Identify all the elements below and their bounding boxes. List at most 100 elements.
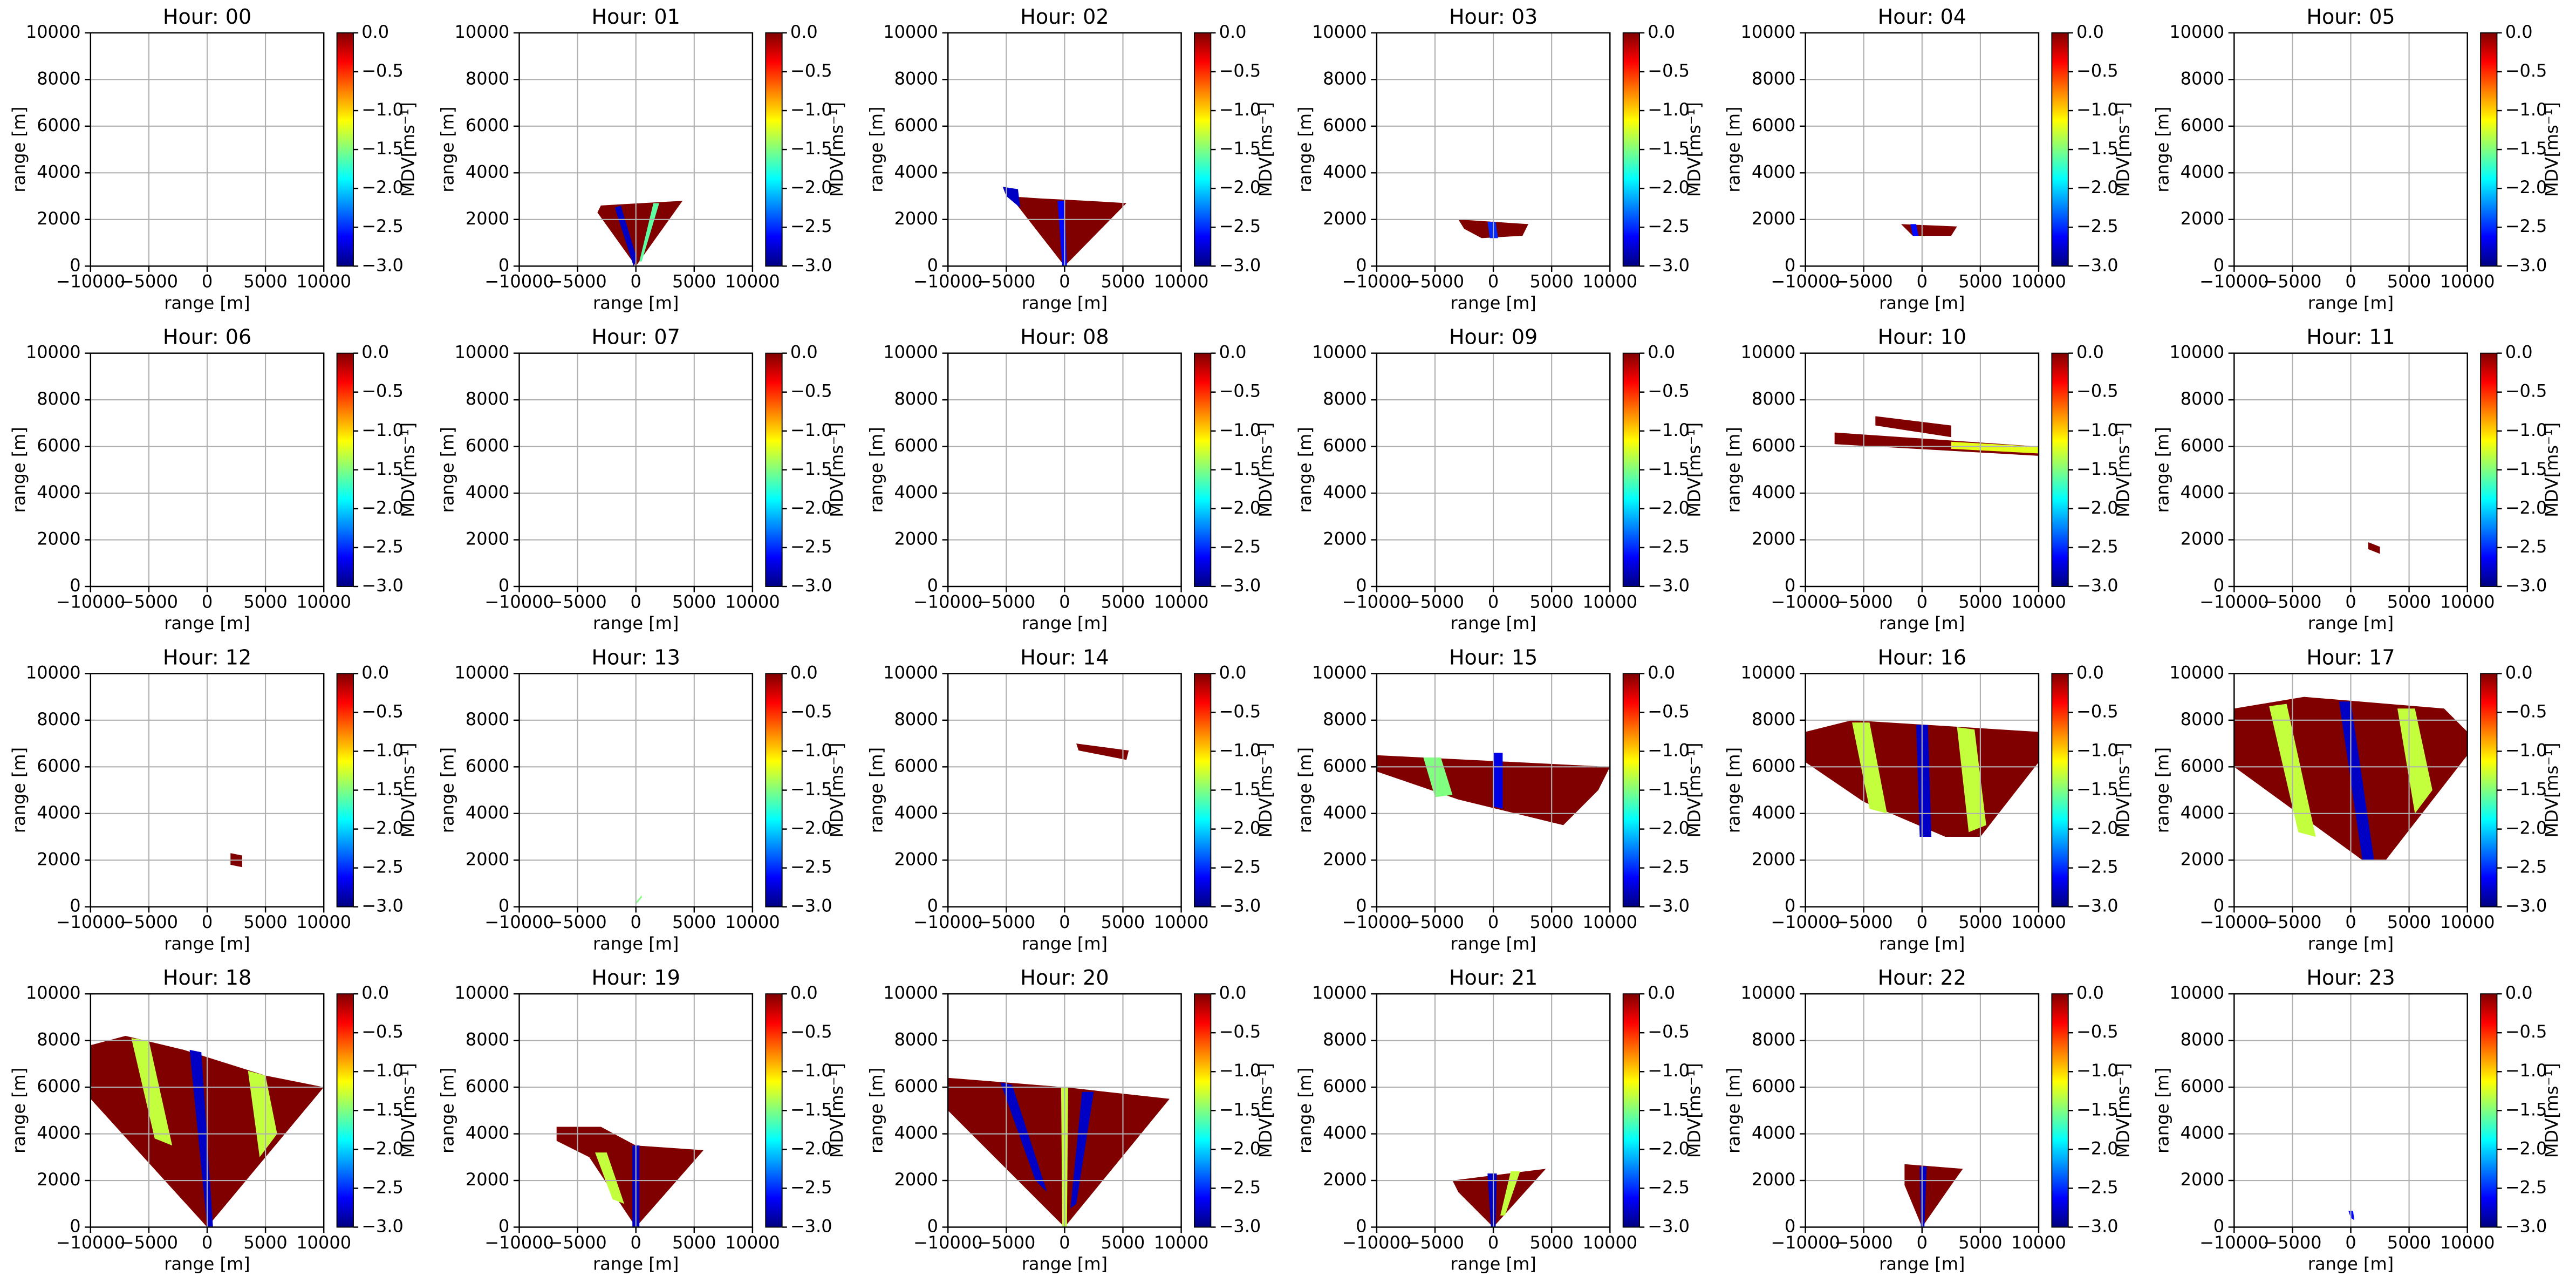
colorbar-tick-label: −3.0: [2505, 896, 2547, 916]
y-tick-label: 4000: [1323, 161, 1366, 182]
colorbar-tick-label: −2.0: [1219, 177, 1261, 197]
colorbar-tick-label: −2.0: [361, 818, 404, 838]
subplot: −10000−5000 0 5000 10000 0 2000 4000 6000 8000 10…: [1724, 5, 2134, 313]
x-tick-label: −10000: [484, 271, 554, 292]
y-tick-label: 4000: [1752, 1123, 1795, 1143]
y-tick-label: 6000: [37, 435, 80, 456]
colorbar: [765, 673, 783, 907]
subplot-title: Hour: 17: [2306, 645, 2395, 669]
y-tick-label: 8000: [466, 68, 509, 88]
colorbar: [2480, 32, 2498, 267]
subplot-title: Hour: 16: [1878, 645, 1966, 669]
colorbar-tick-label: −3.0: [1219, 896, 1261, 916]
colorbar-tick-label: −3.0: [361, 575, 404, 596]
x-tick-label: 0: [2345, 912, 2356, 932]
axes-frame: [2233, 352, 2468, 588]
x-tick-label: −10000: [1771, 271, 1840, 292]
colorbar-tick-label: −2.5: [1648, 857, 1690, 877]
y-axis-label: range [m]: [438, 747, 458, 833]
y-tick-label: 6000: [2181, 115, 2224, 135]
y-tick-label: 8000: [894, 709, 938, 729]
colorbar-tick-label: −1.5: [2076, 459, 2119, 479]
colorbar: [1622, 352, 1641, 587]
x-axis-label: range [m]: [164, 1254, 250, 1274]
axes-frame: [1376, 993, 1611, 1228]
colorbar-tick-label: −0.5: [790, 1021, 832, 1042]
y-tick-label: 6000: [894, 115, 938, 135]
y-tick-label: 4000: [894, 802, 938, 823]
colorbar-tick-label: −0.5: [1219, 60, 1261, 81]
y-tick-label: 0: [70, 1216, 80, 1236]
colorbar: [1194, 993, 1212, 1228]
y-tick-label: 2000: [2181, 208, 2224, 229]
x-axis-label: range [m]: [593, 613, 679, 633]
y-axis-label: range [m]: [1724, 106, 1744, 192]
y-tick-label: 0: [2213, 575, 2224, 596]
x-tick-label: 0: [202, 912, 213, 932]
colorbar-tick-label: −2.0: [1648, 818, 1690, 838]
data-patch: [1901, 224, 1957, 236]
y-tick-label: 8000: [466, 388, 509, 409]
subplot-title: Hour: 20: [1020, 966, 1109, 989]
colorbar-tick-label: −2.5: [1648, 216, 1690, 236]
x-tick-label: −10000: [1342, 1232, 1411, 1253]
y-tick-label: 2000: [1752, 1169, 1795, 1190]
colorbar-tick-label: −2.5: [1219, 857, 1261, 877]
colorbar-label: MDV[ms⁻¹]: [826, 102, 847, 197]
x-tick-label: 5000: [1530, 591, 1574, 612]
colorbar-tick-label: −1.0: [361, 1060, 404, 1081]
colorbar-tick-label: −3.0: [2505, 255, 2547, 275]
colorbar-tick-label: −2.0: [2076, 1138, 2119, 1158]
x-tick-label: 5000: [1101, 591, 1145, 612]
x-tick-label: −5000: [1835, 271, 1893, 292]
subplot: −10000−5000 0 5000 10000 0 2000 4000 6000 8000 10…: [9, 966, 419, 1274]
colorbar-label: MDV[ms⁻¹]: [826, 422, 847, 517]
colorbar-tick-label: −0.5: [1648, 60, 1690, 81]
colorbar: [2480, 352, 2498, 587]
y-tick-label: 2000: [1752, 208, 1795, 229]
data-patch: [1487, 222, 1498, 238]
colorbar-tick-label: −2.0: [790, 177, 832, 197]
colorbar-tick-label: −1.5: [361, 779, 404, 800]
x-axis-label: range [m]: [593, 292, 679, 313]
x-tick-label: 10000: [2440, 591, 2495, 612]
axes-frame: [2233, 32, 2468, 267]
y-tick-label: 2000: [894, 529, 938, 549]
y-tick-label: 2000: [37, 849, 80, 869]
y-tick-label: 8000: [1323, 709, 1366, 729]
y-tick-label: 8000: [466, 709, 509, 729]
colorbar-tick-label: −1.0: [2076, 99, 2119, 120]
subplot-title: Hour: 19: [592, 966, 680, 989]
x-tick-label: −10000: [1342, 591, 1411, 612]
x-tick-label: −10000: [1771, 1232, 1840, 1253]
axes-frame: [1805, 352, 2040, 588]
colorbar-tick-label: −0.5: [790, 701, 832, 721]
y-tick-label: 4000: [1752, 802, 1795, 823]
data-patch: [2348, 1211, 2354, 1220]
subplot: −10000−5000 0 5000 10000 0 2000 4000 6000 8000 10…: [866, 645, 1276, 953]
colorbar-tick-label: −3.0: [790, 255, 832, 275]
x-tick-label: −5000: [977, 271, 1035, 292]
data-patch: [131, 1038, 173, 1146]
y-tick-label: 10000: [2169, 342, 2224, 363]
x-tick-label: 5000: [1101, 271, 1145, 292]
colorbar-tick-label: −1.0: [2505, 99, 2547, 120]
colorbar-tick-label: −1.0: [361, 420, 404, 440]
x-tick-label: −5000: [2263, 591, 2321, 612]
colorbar-tick-label: −1.5: [361, 459, 404, 479]
y-tick-label: 8000: [1752, 388, 1795, 409]
x-tick-label: −10000: [913, 912, 982, 932]
colorbar-tick-label: −2.5: [2076, 536, 2119, 557]
x-tick-label: 10000: [2011, 1232, 2066, 1253]
subplot: −10000−5000 0 5000 10000 0 2000 4000 6000 8000 10…: [9, 645, 419, 953]
x-axis-label: range [m]: [2308, 292, 2394, 313]
y-tick-label: 4000: [2181, 802, 2224, 823]
x-axis-label: range [m]: [2308, 933, 2394, 954]
y-tick-label: 10000: [883, 342, 938, 363]
colorbar-tick-label: −1.0: [1648, 420, 1690, 440]
colorbar-tick-label: −3.0: [1648, 1216, 1690, 1236]
x-tick-label: 0: [1059, 271, 1070, 292]
colorbar-tick-label: −0.5: [2505, 701, 2547, 721]
colorbar: [1194, 673, 1212, 907]
colorbar-tick-label: −1.5: [1219, 1099, 1261, 1120]
